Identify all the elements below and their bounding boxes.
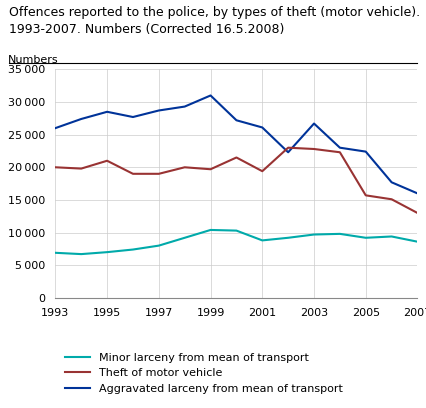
Minor larceny from mean of transport <box>311 232 317 237</box>
Aggravated larceny from mean of transport <box>79 117 84 122</box>
Aggravated larceny from mean of transport <box>130 115 135 120</box>
Aggravated larceny from mean of transport <box>260 125 265 130</box>
Minor larceny from mean of transport <box>234 228 239 233</box>
Minor larceny from mean of transport <box>363 235 368 240</box>
Minor larceny from mean of transport <box>415 239 420 244</box>
Aggravated larceny from mean of transport <box>234 118 239 123</box>
Theft of motor vehicle <box>363 193 368 198</box>
Aggravated larceny from mean of transport <box>337 145 343 150</box>
Aggravated larceny from mean of transport <box>389 180 394 185</box>
Text: Numbers: Numbers <box>8 55 59 65</box>
Theft of motor vehicle <box>260 169 265 174</box>
Aggravated larceny from mean of transport <box>53 126 58 131</box>
Theft of motor vehicle <box>156 171 161 176</box>
Minor larceny from mean of transport <box>130 247 135 252</box>
Minor larceny from mean of transport <box>389 234 394 239</box>
Theft of motor vehicle <box>208 167 213 172</box>
Minor larceny from mean of transport <box>208 228 213 233</box>
Theft of motor vehicle <box>337 150 343 155</box>
Line: Theft of motor vehicle: Theft of motor vehicle <box>55 148 417 213</box>
Aggravated larceny from mean of transport <box>311 121 317 126</box>
Theft of motor vehicle <box>104 158 109 163</box>
Aggravated larceny from mean of transport <box>363 149 368 154</box>
Minor larceny from mean of transport <box>79 252 84 257</box>
Theft of motor vehicle <box>415 211 420 215</box>
Aggravated larceny from mean of transport <box>415 191 420 196</box>
Aggravated larceny from mean of transport <box>285 150 291 155</box>
Theft of motor vehicle <box>79 166 84 171</box>
Minor larceny from mean of transport <box>285 235 291 240</box>
Line: Aggravated larceny from mean of transport: Aggravated larceny from mean of transpor… <box>55 95 417 193</box>
Legend: Minor larceny from mean of transport, Theft of motor vehicle, Aggravated larceny: Minor larceny from mean of transport, Th… <box>61 348 347 398</box>
Aggravated larceny from mean of transport <box>104 109 109 114</box>
Minor larceny from mean of transport <box>53 251 58 255</box>
Theft of motor vehicle <box>130 171 135 176</box>
Theft of motor vehicle <box>285 145 291 150</box>
Theft of motor vehicle <box>53 165 58 170</box>
Theft of motor vehicle <box>182 165 187 170</box>
Aggravated larceny from mean of transport <box>208 93 213 98</box>
Minor larceny from mean of transport <box>260 238 265 243</box>
Minor larceny from mean of transport <box>156 243 161 248</box>
Theft of motor vehicle <box>311 146 317 151</box>
Aggravated larceny from mean of transport <box>156 108 161 113</box>
Text: Offences reported to the police, by types of theft (motor vehicle).
1993-2007. N: Offences reported to the police, by type… <box>9 6 420 36</box>
Minor larceny from mean of transport <box>182 235 187 240</box>
Line: Minor larceny from mean of transport: Minor larceny from mean of transport <box>55 230 417 254</box>
Minor larceny from mean of transport <box>337 231 343 236</box>
Minor larceny from mean of transport <box>104 250 109 255</box>
Aggravated larceny from mean of transport <box>182 104 187 109</box>
Theft of motor vehicle <box>234 155 239 160</box>
Theft of motor vehicle <box>389 197 394 202</box>
